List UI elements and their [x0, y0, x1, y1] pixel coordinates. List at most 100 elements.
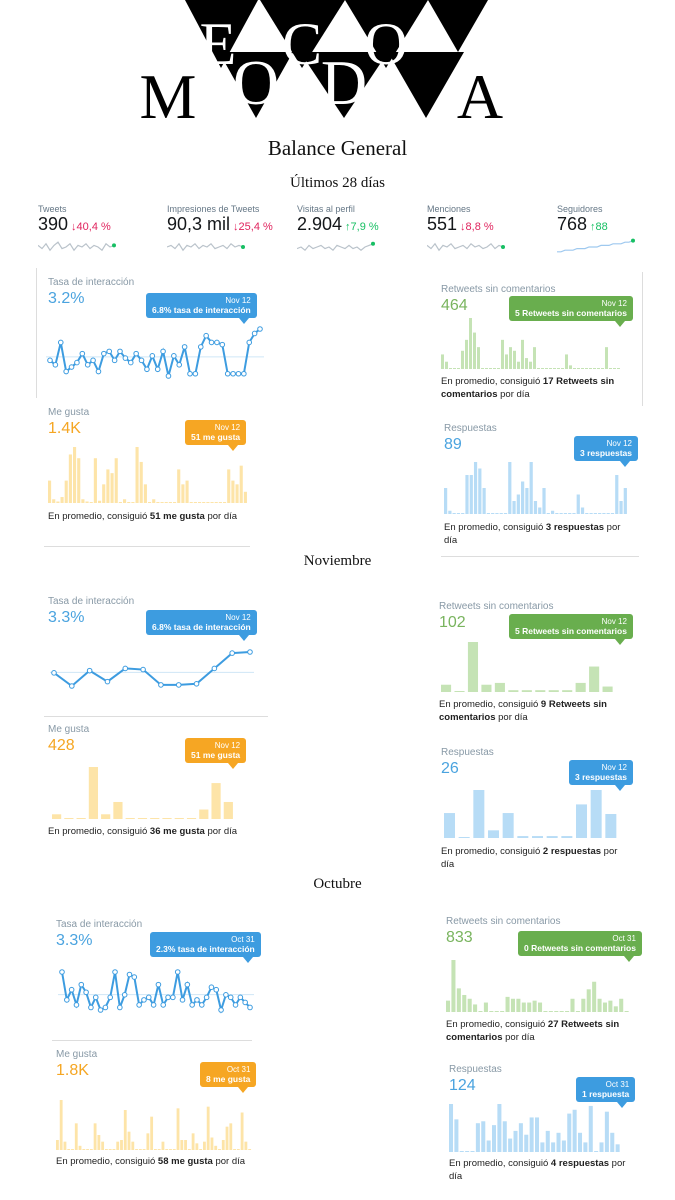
bar: [551, 1142, 556, 1152]
bar: [542, 488, 546, 514]
stat-card[interactable]: Impresiones de Tweets 90,3 mil ↓25,4 %: [167, 204, 292, 255]
panel-border: [642, 272, 643, 406]
rate-point: [218, 1007, 224, 1013]
bar: [240, 1112, 244, 1150]
rate-point: [246, 339, 253, 346]
stat-card[interactable]: Seguidores 768 ↑88: [557, 204, 675, 255]
rate-point: [175, 682, 182, 688]
bar: [549, 368, 552, 369]
summary-prefix: En promedio, consiguió: [446, 1019, 548, 1030]
bar: [223, 801, 233, 819]
rate-point: [257, 326, 263, 332]
chart-tooltip: Oct 31 0 Retweets sin comentarios: [518, 931, 642, 962]
bar: [470, 1151, 475, 1152]
divider: [44, 546, 250, 547]
bar: [572, 1109, 577, 1152]
logo-letter-o2: O: [233, 47, 279, 118]
rate-point: [203, 994, 210, 1001]
tooltip-text: 3 respuestas: [575, 772, 627, 782]
rate-point: [160, 348, 166, 355]
bar: [206, 1106, 210, 1150]
bar: [462, 994, 467, 1012]
tooltip-date: Nov 12: [601, 763, 627, 772]
rate-point: [126, 971, 133, 978]
bar: [456, 988, 461, 1012]
rate-point: [92, 994, 99, 1001]
bar: [589, 513, 593, 514]
bar: [173, 502, 177, 503]
bar: [120, 1140, 123, 1150]
chart-tooltip: Oct 31 8 me gusta: [200, 1062, 257, 1093]
bar: [561, 368, 564, 369]
tooltip-text: 5 Retweets sin comentarios: [515, 308, 627, 318]
stat-sparkline: [557, 238, 635, 253]
stat-card[interactable]: Tweets 390 ↓40,4 %: [38, 204, 163, 255]
bar: [139, 461, 143, 503]
rate-point: [232, 1002, 239, 1008]
chart-tooltip: Oct 31 2.3% tasa de interacción: [150, 932, 261, 963]
bar: [563, 513, 568, 514]
bar: [446, 1000, 451, 1012]
rate-point: [68, 364, 75, 370]
bar: [465, 475, 469, 514]
rate-point: [211, 665, 218, 672]
panel-value: 3.2%: [48, 290, 85, 307]
ecomoda-logo: E C O M O D A: [140, 0, 503, 120]
bar: [508, 690, 519, 692]
bar: [457, 368, 460, 369]
bar: [492, 1125, 497, 1152]
stat-card[interactable]: Visitas al perfil 2.904 ↑7,9 %: [297, 204, 422, 255]
stat-value: 551: [427, 214, 458, 234]
bar: [494, 682, 505, 692]
bar: [617, 368, 620, 369]
summary-suffix: por día: [449, 1158, 626, 1182]
stat-value: 2.904: [297, 214, 343, 234]
bar: [174, 818, 184, 819]
bar: [449, 1104, 454, 1152]
bar: [202, 502, 206, 503]
rate-point: [224, 370, 231, 377]
bar: [123, 1110, 127, 1150]
bar: [68, 454, 72, 503]
bar: [550, 510, 555, 514]
bar: [527, 1002, 532, 1012]
rate-point: [90, 357, 96, 364]
stat-sparkline: [297, 241, 375, 252]
bar: [553, 368, 556, 369]
summary-suffix: por día: [502, 1032, 535, 1043]
bar: [181, 484, 185, 503]
page-title: Balance General: [267, 136, 408, 160]
panel-value: 464: [441, 297, 468, 314]
panel-border: [36, 268, 37, 398]
bar: [529, 1117, 534, 1152]
bar: [513, 1130, 518, 1152]
bar: [619, 501, 623, 514]
bar: [613, 368, 616, 369]
rate-point: [229, 650, 235, 656]
bar: [184, 1140, 187, 1150]
bar: [467, 998, 472, 1012]
bar: [561, 836, 573, 838]
rate-point: [208, 339, 215, 346]
rate-point: [235, 370, 242, 377]
stat-change: ↑7,9 %: [345, 221, 379, 233]
bar: [559, 1011, 564, 1012]
summary-suffix: por día: [444, 522, 621, 546]
arrow-up-icon: ↑: [590, 221, 596, 233]
bar: [557, 368, 560, 369]
stat-value: 90,3 mil: [167, 214, 231, 234]
bar: [59, 1100, 63, 1150]
bar: [602, 686, 613, 692]
tooltip-date: Nov 12: [601, 299, 627, 308]
stat-row: 390 ↓40,4 %: [38, 214, 163, 235]
bar: [456, 513, 461, 514]
bar: [599, 1142, 604, 1152]
rate-point: [122, 665, 129, 672]
stat-card[interactable]: Menciones 551 ↓8,8 %: [427, 204, 552, 255]
bar: [475, 1123, 480, 1152]
bar: [106, 469, 110, 503]
bar: [93, 458, 97, 503]
likes-chart: [52, 767, 233, 819]
bar: [499, 513, 503, 514]
bar: [483, 1002, 488, 1012]
